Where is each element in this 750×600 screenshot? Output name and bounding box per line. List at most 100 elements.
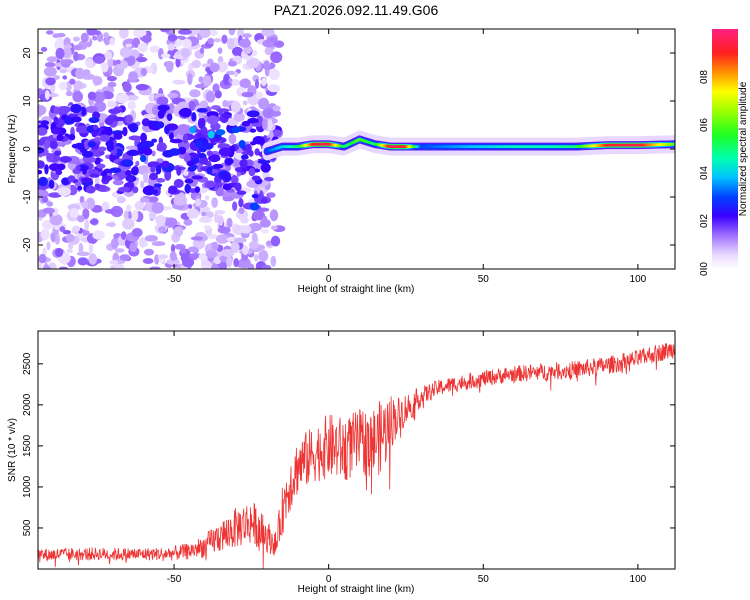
heatmap-cell [206,150,213,157]
heatmap-cell [75,67,85,80]
heatmap-cell [200,215,211,223]
heatmap-cell [257,159,271,165]
heatmap-cell [270,51,283,64]
heatmap-cell [50,232,56,243]
heatmap-cell [215,234,229,244]
heatmap-cell [245,143,252,154]
heatmap-cell [101,201,110,212]
heatmap-cell [129,242,138,253]
heatmap-cell [184,183,191,194]
heatmap-cell [269,68,280,81]
heatmap-cell [73,80,83,91]
heatmap-cell [52,33,60,39]
heatmap-cell [142,258,154,265]
heatmap-cell [222,183,232,191]
heatmap-cell [49,140,58,150]
heatmap-cell [147,120,155,127]
heatmap-cell [242,33,252,38]
heatmap-cell [671,142,675,146]
heatmap-cell [44,90,50,100]
heatmap-cell [187,72,193,85]
heatmap-cell [242,245,249,256]
heatmap-cell [125,43,132,48]
top-y-tick-label: 20 [22,47,33,59]
heatmap-cell [144,234,158,242]
heatmap-cell [267,192,276,198]
heatmap-cell [49,213,63,226]
heatmap-cell [189,89,201,98]
heatmap-cell [268,37,278,43]
heatmap-cell [181,257,195,268]
heatmap-cell [106,75,117,82]
heatmap-cell [228,133,237,145]
heatmap-cell [88,116,100,124]
heatmap-cell [81,73,95,80]
heatmap-cell [57,163,66,171]
heatmap-cell [105,140,114,147]
heatmap-cell [43,140,50,150]
heatmap-cell [169,138,183,144]
heatmap-cell [107,100,117,108]
heatmap-cell [91,130,98,138]
heatmap-cell [191,164,198,170]
top-x-axis-label: Height of straight line (km) [298,284,415,295]
heatmap-cell [231,126,241,134]
top-x-tick-label: 50 [478,274,490,285]
heatmap-cell [108,108,121,115]
heatmap-cell [135,56,148,63]
heatmap-cell [197,152,207,160]
heatmap-cell [62,47,72,59]
heatmap-cell [42,247,47,256]
heatmap-cell [124,169,132,176]
heatmap-cell [155,164,162,175]
heatmap-cell [88,169,99,176]
heatmap-cell [57,186,71,197]
heatmap-cell [242,100,248,106]
heatmap-cell [182,170,189,176]
heatmap-cell [137,42,148,53]
heatmap-cell [177,29,192,35]
heatmap-cell [126,95,139,101]
heatmap-cell [168,148,181,156]
heatmap-cell [85,58,94,68]
heatmap-cell [248,222,263,232]
heatmap-cell [147,196,159,203]
heatmap-cell [46,201,54,207]
heatmap-cell [166,113,173,122]
heatmap-cell [38,160,45,169]
heatmap-cell [227,60,237,67]
heatmap-cell [267,118,273,131]
colorbar-tick-label: 0.6 [699,118,710,132]
heatmap-cell [75,165,81,171]
heatmap-cell [213,256,222,265]
heatmap-cell [67,175,76,183]
bottom-y-tick-label: 1500 [22,434,33,457]
heatmap-cell [249,202,260,211]
heatmap-cell [38,253,47,264]
heatmap-cell [140,180,145,189]
top-y-tick-label: -10 [22,189,33,204]
heatmap-cell [81,201,89,209]
heatmap-cell [107,57,113,70]
heatmap-cell [45,30,54,35]
heatmap-cell [234,237,247,243]
heatmap-cell [254,148,260,156]
heatmap-cell [198,157,209,165]
heatmap-cell [70,103,82,114]
heatmap-cell [221,34,228,44]
heatmap-cell [140,67,148,77]
heatmap-cell [258,250,269,262]
heatmap-cell [206,166,213,175]
heatmap-cell [110,265,116,269]
heatmap-cell [261,118,268,130]
heatmap-cell [176,166,182,176]
heatmap-cell [82,208,90,220]
heatmap-cell [93,30,101,36]
heatmap-cell [272,105,281,112]
heatmap-cell [211,197,218,208]
heatmap-cell [267,84,281,93]
top-y-tick-label: 0 [22,146,33,152]
heatmap-cell [208,154,221,163]
heatmap-cell [194,186,201,194]
heatmap-cell [140,132,148,143]
